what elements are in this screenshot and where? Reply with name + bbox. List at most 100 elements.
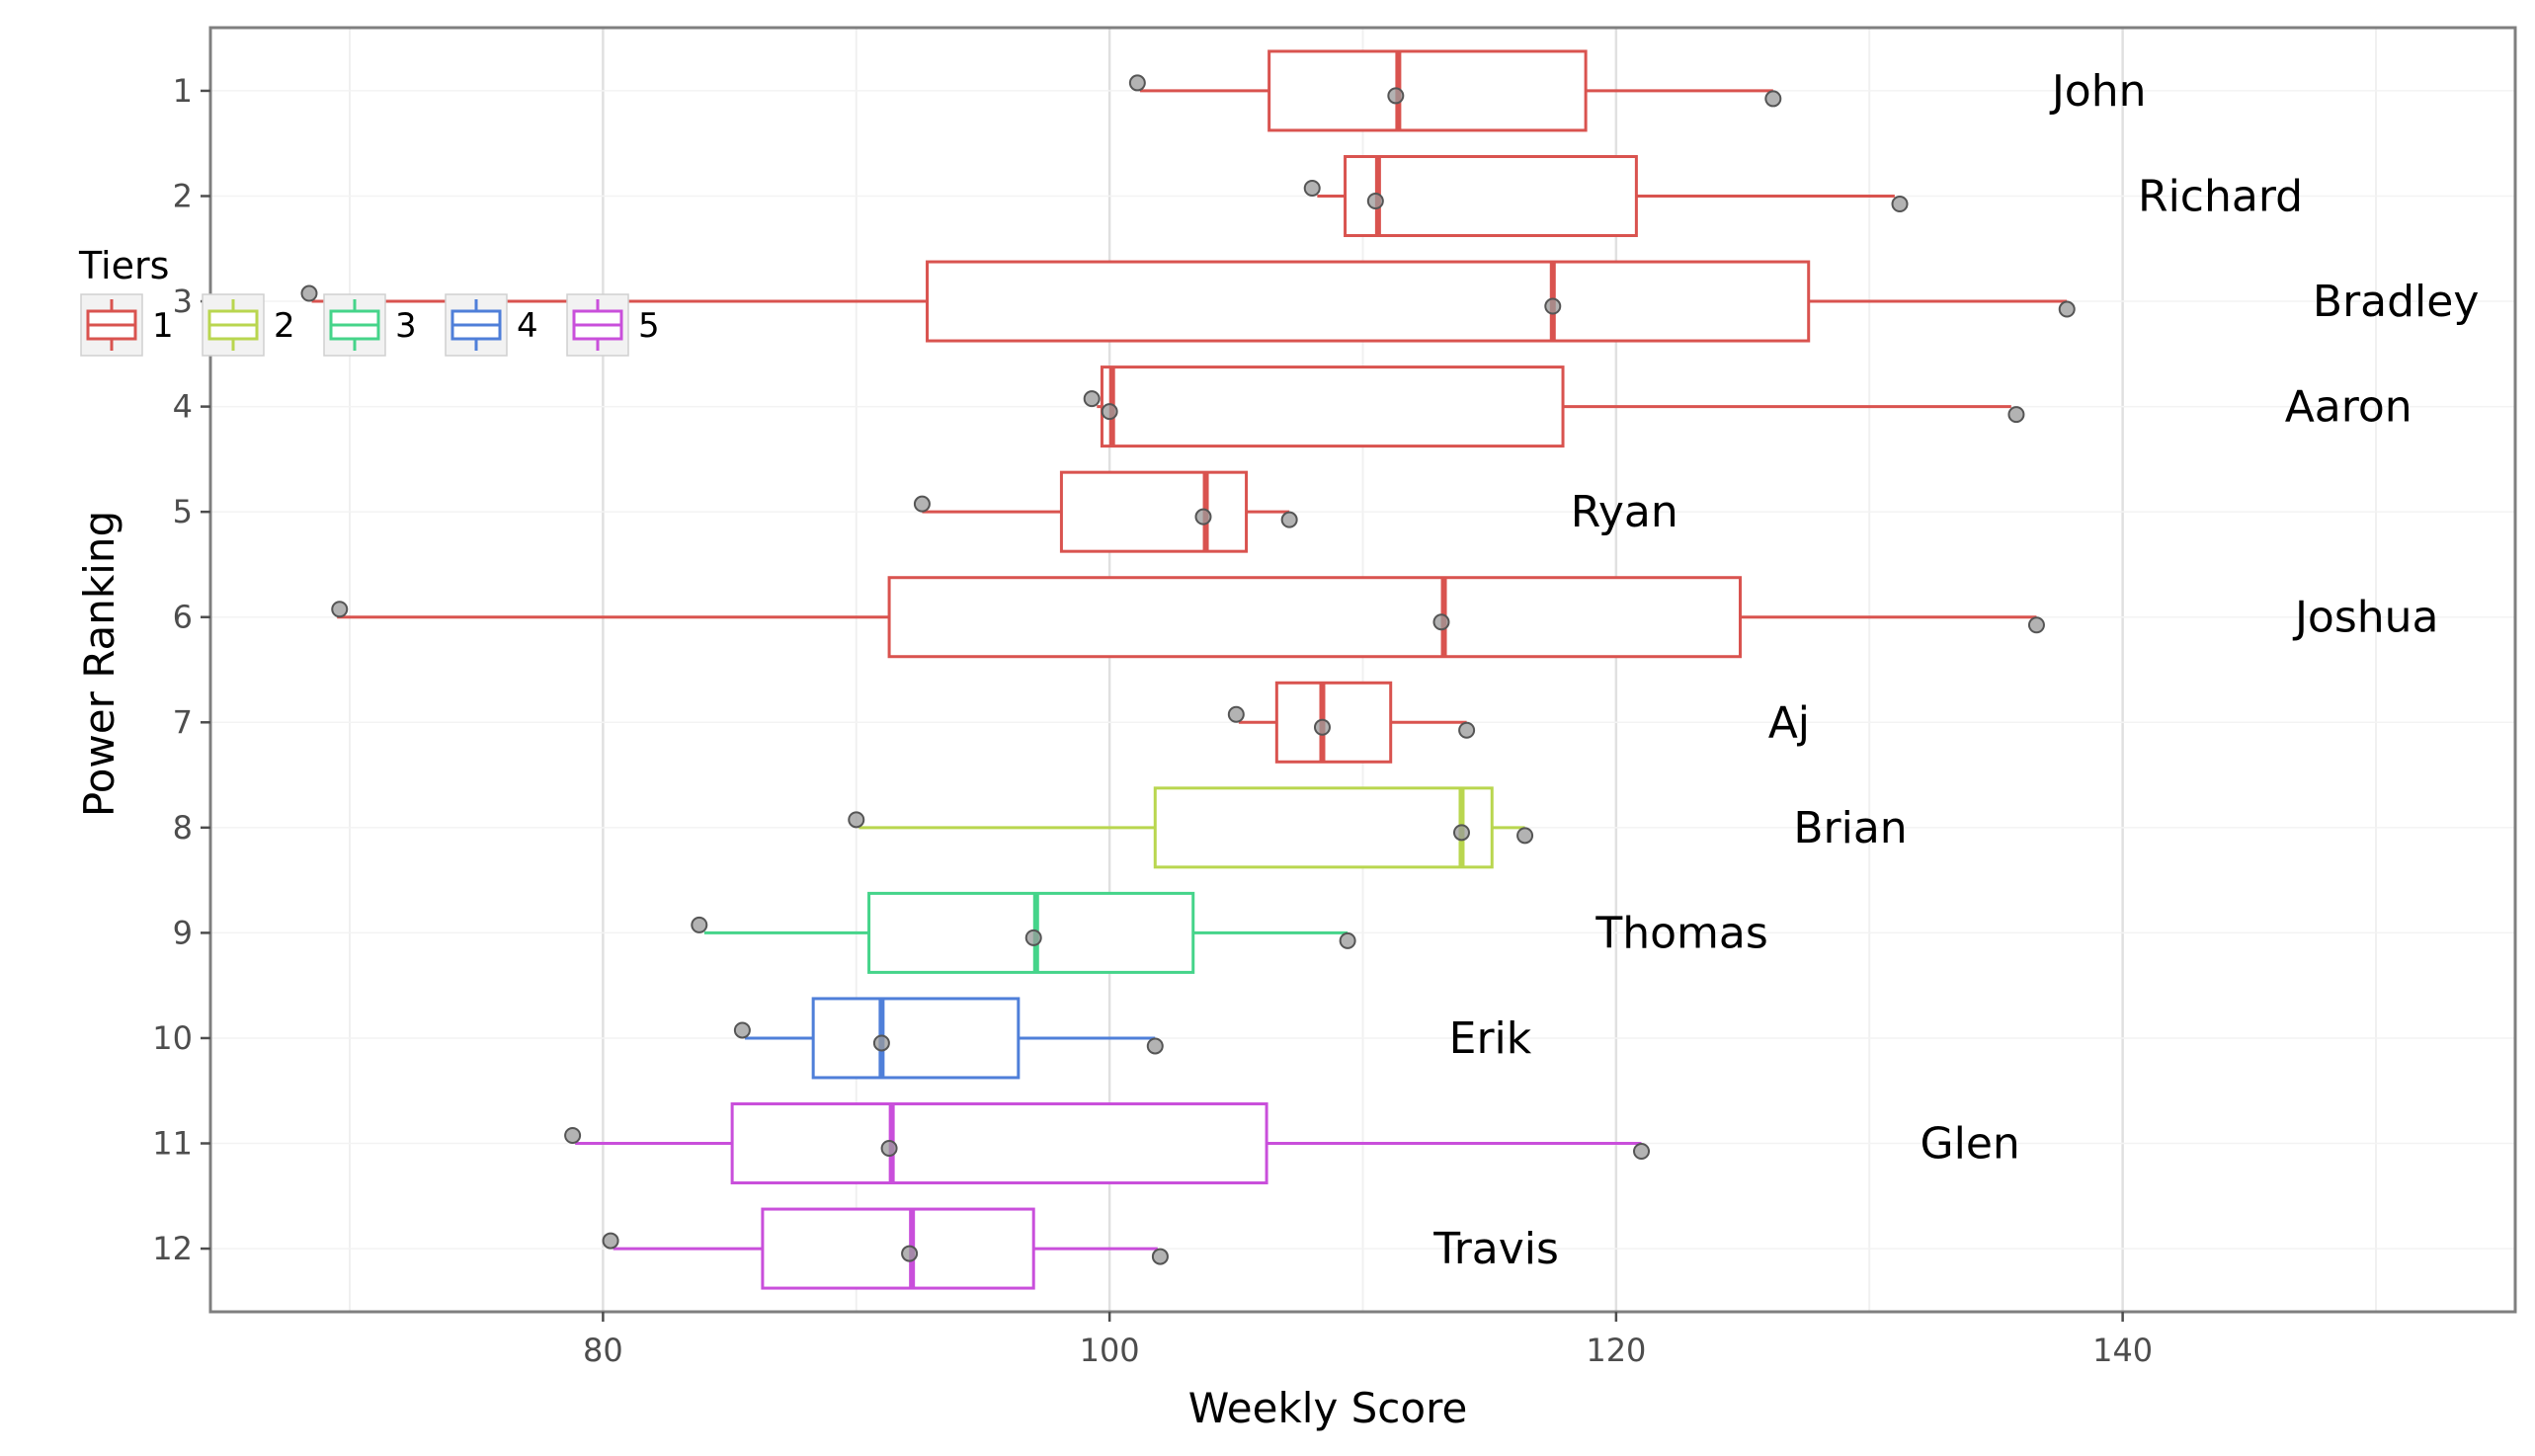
score-point <box>1303 179 1321 197</box>
score-point <box>1366 192 1384 209</box>
name-label: Richard <box>2138 171 2303 221</box>
box-erik <box>733 997 1164 1080</box>
iqr-box <box>1268 49 1588 132</box>
score-point <box>691 916 708 933</box>
iqr-box <box>887 576 1742 659</box>
score-point <box>1764 90 1782 108</box>
score-point <box>1313 718 1331 736</box>
iqr-box <box>1100 365 1565 448</box>
y-tick-label: 6 <box>173 599 193 636</box>
score-point <box>901 1245 919 1262</box>
score-point <box>1146 1037 1164 1055</box>
legend-item-tier-2: 2 <box>202 293 295 357</box>
box-layer <box>300 49 2076 1290</box>
name-label: Ryan <box>1571 487 1678 537</box>
score-point <box>872 1034 890 1052</box>
box-bradley <box>300 260 2076 343</box>
y-tick-label: 4 <box>173 388 193 426</box>
x-tick-label: 100 <box>1080 1332 1140 1369</box>
score-point <box>1151 1248 1169 1265</box>
x-tick-label: 140 <box>2092 1332 2153 1369</box>
y-tick-label: 1 <box>173 72 193 110</box>
score-point <box>2027 616 2045 634</box>
score-point <box>1024 929 1042 946</box>
y-tick-label: 2 <box>173 177 193 214</box>
box-joshua <box>331 576 2045 659</box>
y-tick-label: 12 <box>152 1230 193 1267</box>
legend-label: 4 <box>517 306 538 346</box>
score-point <box>602 1232 619 1250</box>
iqr-box <box>730 1102 1268 1185</box>
legend-item-tier-1: 1 <box>80 293 174 357</box>
score-point <box>1516 827 1534 845</box>
legend-label: 3 <box>395 306 417 346</box>
score-point <box>1194 508 1212 526</box>
score-point <box>1339 931 1356 949</box>
score-point <box>1128 74 1146 92</box>
iqr-box <box>811 997 1021 1080</box>
y-tick-label: 3 <box>173 283 193 320</box>
legend: Tiers 1 2 3 4 5 <box>78 244 660 357</box>
y-tick-label: 5 <box>173 493 193 530</box>
iqr-box <box>1344 154 1638 237</box>
legend-item-tier-3: 3 <box>323 293 417 357</box>
score-point <box>913 495 931 513</box>
x-axis-title: Weekly Score <box>1188 1384 1468 1432</box>
name-label-layer: John Richard Bradley Aaron Ryan Joshua Aj Brian… <box>1432 66 2479 1274</box>
score-point <box>1891 195 1909 212</box>
score-point <box>848 811 865 829</box>
score-point <box>300 284 318 302</box>
name-label: Aaron <box>2285 382 2412 433</box>
legend-item-tier-5: 5 <box>566 293 660 357</box>
iqr-box <box>1274 681 1393 764</box>
iqr-box <box>761 1207 1035 1290</box>
box-john <box>1128 49 1782 132</box>
score-point <box>2058 300 2076 318</box>
box-glen <box>564 1102 1651 1185</box>
name-label: Joshua <box>2292 593 2439 643</box>
score-point <box>1101 403 1118 421</box>
legend-label: 5 <box>638 306 660 346</box>
box-travis <box>602 1207 1169 1290</box>
score-point <box>1083 390 1101 408</box>
score-point <box>1452 824 1470 842</box>
name-label: Brian <box>1793 803 1907 853</box>
name-label: Glen <box>1921 1119 2020 1170</box>
y-axis-title: Power Ranking <box>75 511 123 817</box>
name-label: Travis <box>1432 1224 1559 1274</box>
iqr-box <box>1059 470 1249 553</box>
name-label: Bradley <box>2313 277 2480 327</box>
legend-label: 2 <box>274 306 295 346</box>
x-tick-label: 80 <box>583 1332 623 1369</box>
legend-item-tier-4: 4 <box>445 293 538 357</box>
y-tick-label: 10 <box>152 1019 193 1057</box>
y-tick-label: 11 <box>152 1125 193 1163</box>
score-point <box>1544 297 1562 315</box>
score-point <box>1387 87 1405 105</box>
name-label: John <box>2049 66 2147 117</box>
iqr-box <box>926 260 1811 343</box>
y-tick-label: 8 <box>173 809 193 847</box>
score-point <box>1432 613 1450 631</box>
x-tick-label: 120 <box>1586 1332 1646 1369</box>
box-thomas <box>691 891 1356 974</box>
score-point <box>880 1140 898 1158</box>
box-brian <box>848 786 1534 869</box>
y-tick-label: 9 <box>173 914 193 951</box>
box-aj <box>1227 681 1476 764</box>
score-point <box>2007 406 2025 424</box>
name-label: Aj <box>1768 697 1810 748</box>
legend-title: Tiers <box>78 244 169 287</box>
score-point <box>1227 705 1245 723</box>
score-point <box>564 1127 582 1145</box>
name-label: Erik <box>1449 1013 1532 1064</box>
box-richard <box>1303 154 1909 237</box>
score-point <box>1633 1143 1651 1161</box>
plot-frame <box>208 26 2517 1314</box>
iqr-box <box>1153 786 1494 869</box>
box-aaron <box>1083 365 2025 448</box>
legend-label: 1 <box>152 306 174 346</box>
name-label: Thomas <box>1595 908 1767 958</box>
